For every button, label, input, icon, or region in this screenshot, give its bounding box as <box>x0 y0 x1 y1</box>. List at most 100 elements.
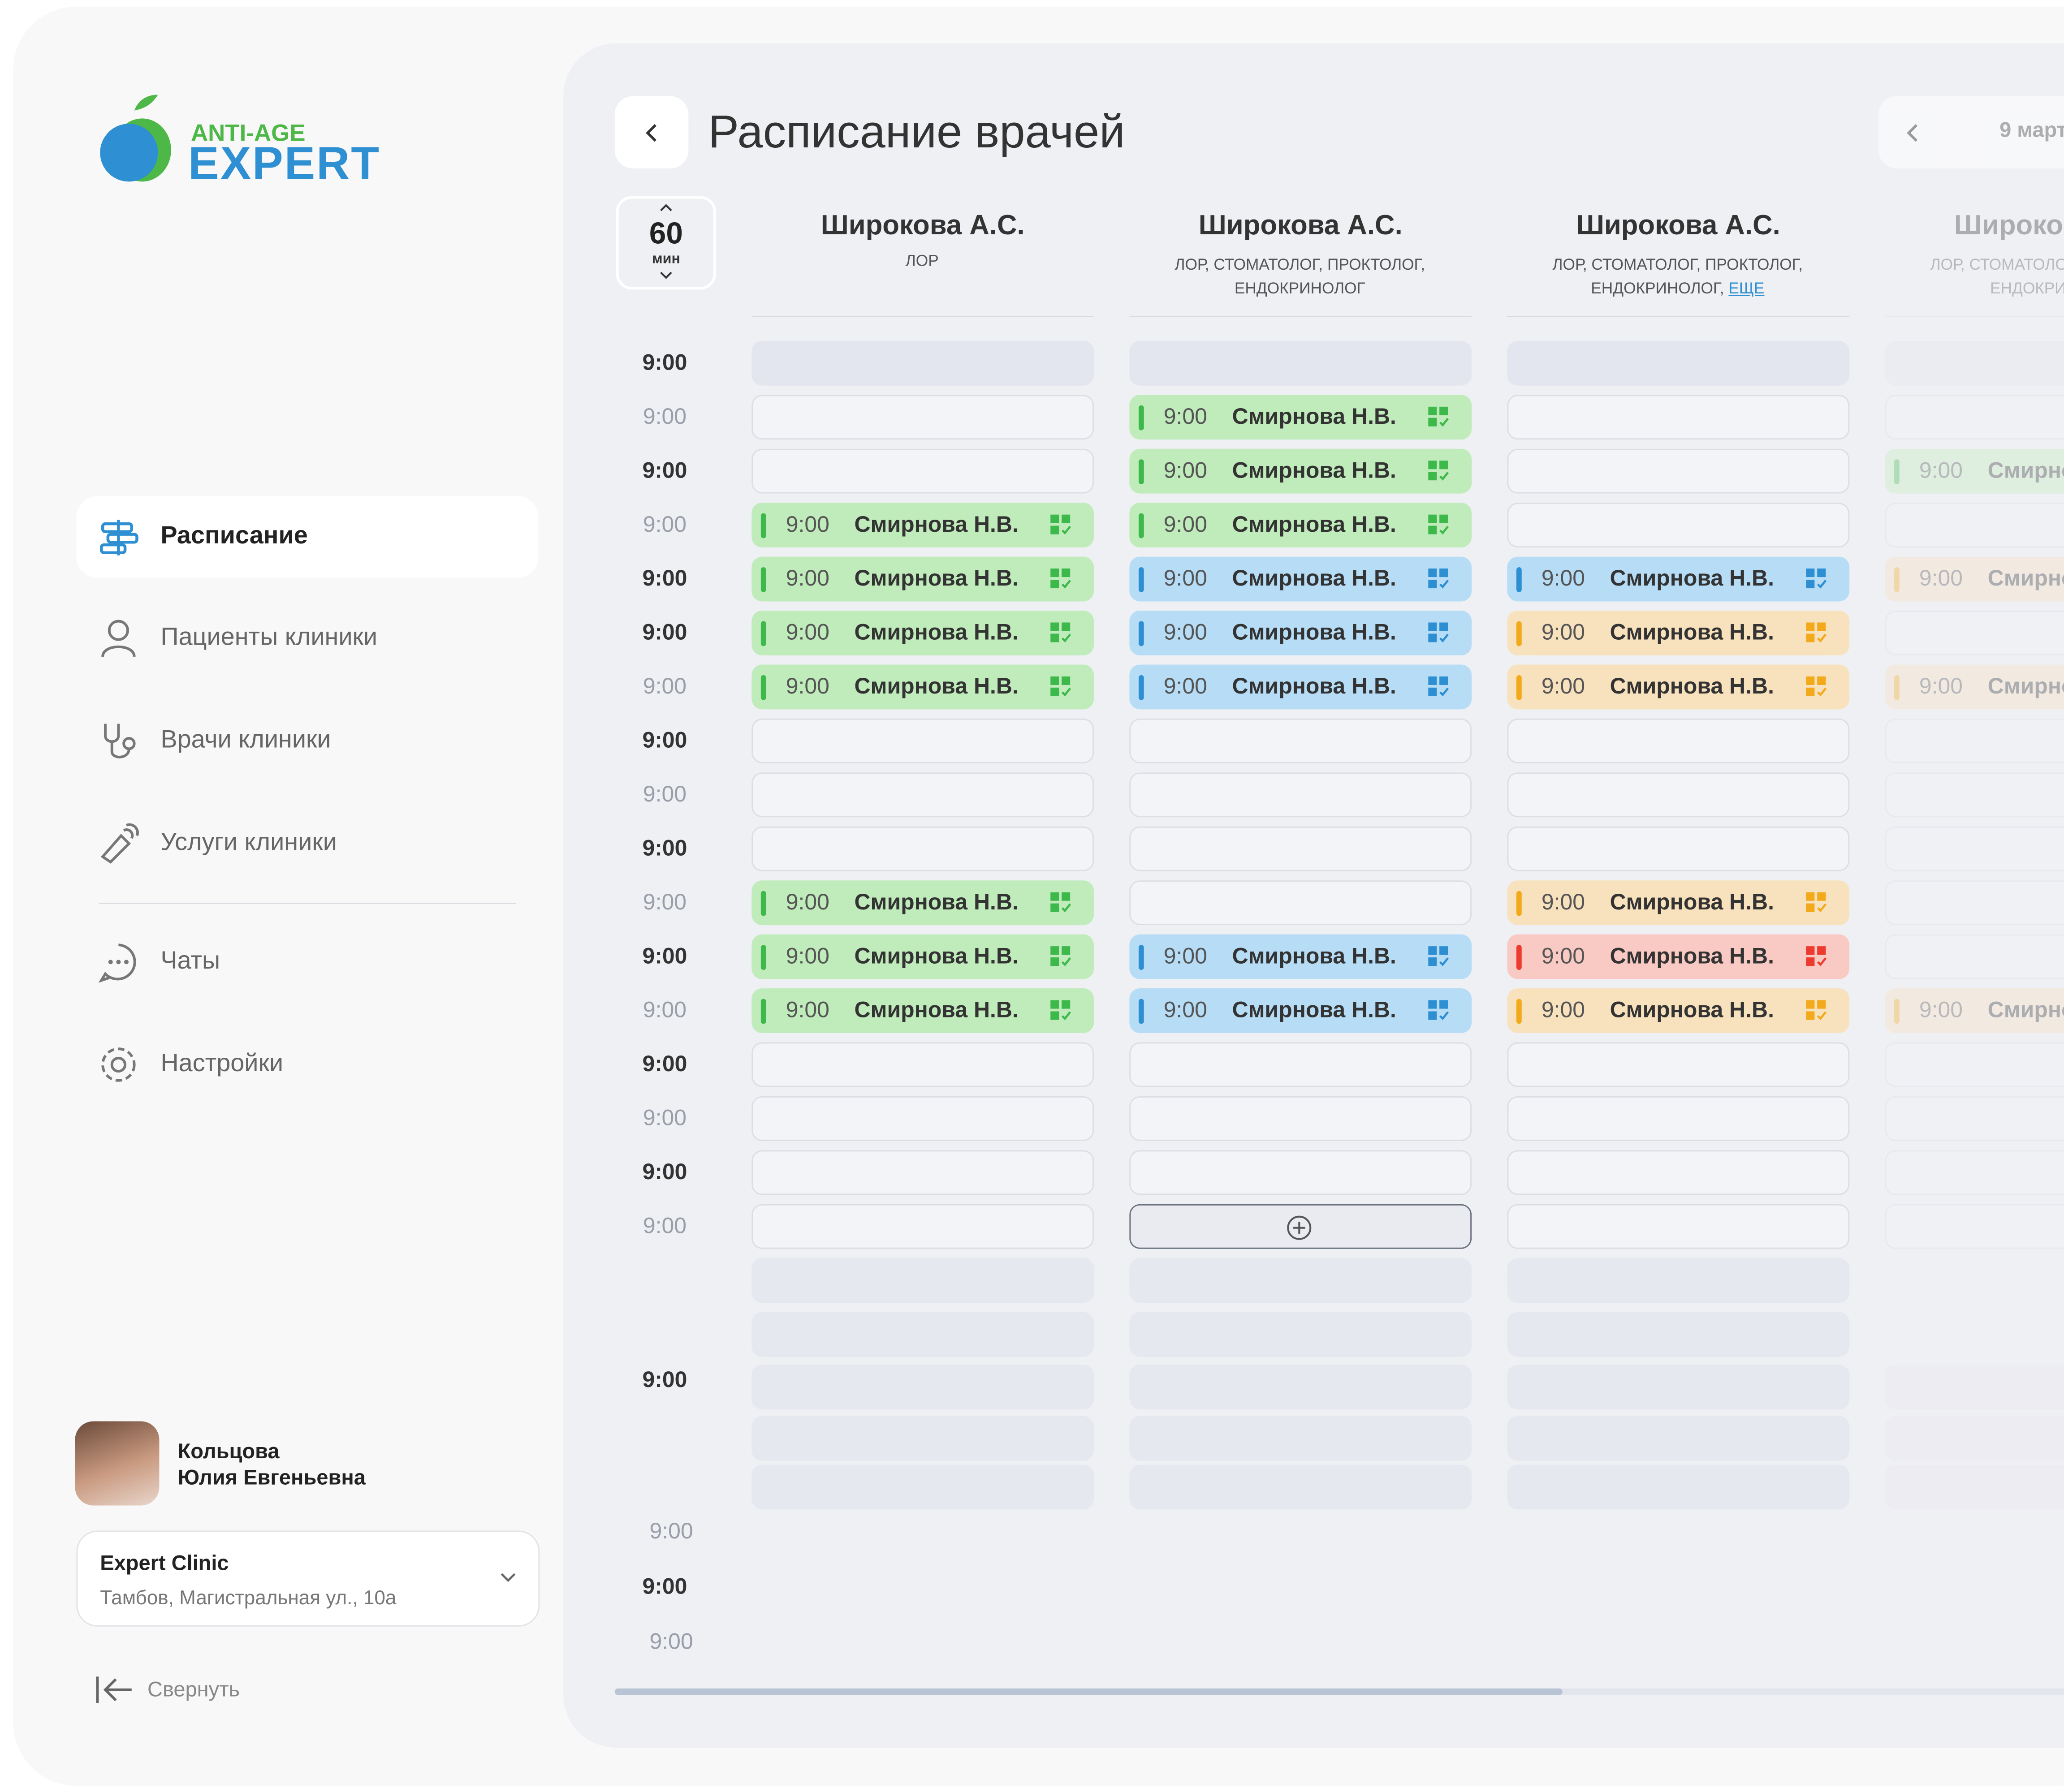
empty-slot[interactable] <box>1507 1042 1850 1087</box>
appointment[interactable]: 9:00 Смирнова Н.В. <box>1129 395 1472 440</box>
nav-item[interactable]: Настройки <box>76 1024 538 1105</box>
appointment[interactable]: 9:00 Смирнова Н.В. <box>1129 611 1472 655</box>
more-link[interactable]: ЕЩЕ <box>1728 279 1765 297</box>
skeleton-row <box>1129 1312 1472 1357</box>
empty-slot[interactable] <box>1885 880 2064 926</box>
appointment[interactable]: 9:00 Смирнова Н.В. <box>751 880 1094 926</box>
appointment[interactable]: 9:00 Смирнова Н.В. <box>751 503 1094 547</box>
appointment[interactable]: 9:00 Смирнова Н.В. <box>1507 664 1850 710</box>
appointment[interactable]: 9:00 Смирнова Н.В. <box>1507 934 1850 979</box>
empty-slot[interactable] <box>751 448 1094 494</box>
time-label: 9:00 <box>643 997 687 1023</box>
time-label: 9:00 <box>642 1367 687 1392</box>
appointment[interactable]: 9:00 Смирнова Н.В. <box>1129 448 1472 494</box>
appointment-icon <box>1050 1000 1071 1021</box>
grid-icon <box>1050 946 1071 966</box>
empty-slot[interactable] <box>1129 826 1472 871</box>
empty-slot[interactable] <box>1507 772 1850 818</box>
appointment-icon <box>1428 622 1449 643</box>
empty-slot[interactable] <box>751 772 1094 818</box>
appointment-time: 9:00 <box>1541 889 1585 915</box>
empty-slot[interactable] <box>1507 395 1850 440</box>
appointment[interactable]: 9:00 Смирнова Н.В. <box>1129 664 1472 710</box>
skeleton-row <box>751 1312 1094 1357</box>
appointment[interactable]: 9:00 Смирнова Н.В. <box>751 664 1094 710</box>
grid-icon <box>1050 622 1071 643</box>
empty-slot[interactable] <box>1507 718 1850 763</box>
nav-item[interactable]: Расписание <box>76 496 539 578</box>
empty-slot[interactable] <box>1507 1204 1850 1249</box>
empty-slot[interactable] <box>1507 1150 1850 1195</box>
interval-picker[interactable]: 60 мин <box>616 196 716 290</box>
empty-slot[interactable] <box>1507 1096 1850 1141</box>
time-label: 9:00 <box>643 1105 687 1131</box>
empty-slot[interactable] <box>1129 880 1472 926</box>
nav-label: Врачи клиники <box>160 726 331 754</box>
empty-slot[interactable] <box>1885 1042 2064 1087</box>
empty-slot[interactable] <box>1885 1204 2064 1249</box>
appointment[interactable]: 9:00 Смирнова Н.В. <box>1129 503 1472 547</box>
appointment[interactable]: 9:00 Смирнова Н.В. <box>1885 448 2064 494</box>
empty-slot[interactable] <box>1885 772 2064 818</box>
nav-item[interactable]: Услуги клиники <box>76 803 538 884</box>
appointment-patient: Смирнова Н.В. <box>1610 674 1775 699</box>
appointment[interactable]: 9:00 Смирнова Н.В. <box>1129 934 1472 979</box>
empty-slot[interactable] <box>751 395 1094 440</box>
nav-item[interactable]: Врачи клиники <box>76 700 538 782</box>
empty-slot[interactable] <box>751 1150 1094 1195</box>
empty-slot[interactable] <box>751 1096 1094 1141</box>
status-bar <box>760 945 766 970</box>
appointment[interactable]: 9:00 Смирнова Н.В. <box>1885 556 2064 602</box>
status-bar <box>1516 945 1522 970</box>
empty-slot[interactable] <box>1129 1042 1472 1087</box>
empty-slot[interactable] <box>751 1204 1094 1249</box>
appointment[interactable]: 9:00 Смирнова Н.В. <box>1507 988 1850 1033</box>
empty-slot[interactable] <box>1129 718 1472 763</box>
appointment[interactable]: 9:00 Смирнова Н.В. <box>1885 988 2064 1033</box>
clinic-selector[interactable]: Expert Clinic Тамбов, Магистральная ул.,… <box>76 1530 540 1627</box>
appointment[interactable]: 9:00 Смирнова Н.В. <box>751 988 1094 1033</box>
appointment-time: 9:00 <box>786 512 829 537</box>
empty-slot[interactable] <box>1507 503 1850 547</box>
appointment-icon <box>1806 676 1827 698</box>
appointment[interactable]: 9:00 Смирнова Н.В. <box>751 934 1094 979</box>
empty-slot[interactable] <box>1507 826 1850 871</box>
appointment-patient: Смирнова Н.В. <box>1610 620 1775 645</box>
empty-slot[interactable] <box>1129 1096 1472 1141</box>
empty-slot[interactable] <box>1885 826 2064 871</box>
empty-slot[interactable] <box>751 1042 1094 1087</box>
appointment[interactable]: 9:00 Смирнова Н.В. <box>1507 611 1850 655</box>
appointment[interactable]: 9:00 Смирнова Н.В. <box>751 556 1094 602</box>
status-bar <box>760 675 766 700</box>
add-appointment-button[interactable] <box>1129 1204 1472 1249</box>
empty-slot[interactable] <box>1885 934 2064 979</box>
scroll-thumb[interactable] <box>614 1688 1563 1695</box>
appointment[interactable]: 9:00 Смирнова Н.В. <box>1885 664 2064 710</box>
appointment[interactable]: 9:00 Смирнова Н.В. <box>1507 880 1850 926</box>
empty-slot[interactable] <box>1885 503 2064 547</box>
nav-item[interactable]: Чаты <box>76 921 538 1003</box>
appointment-patient: Смирнова Н.В. <box>1610 566 1775 591</box>
empty-slot[interactable] <box>1885 1096 2064 1141</box>
appointment-time: 9:00 <box>786 620 829 645</box>
appointment[interactable]: 9:00 Смирнова Н.В. <box>1129 556 1472 602</box>
empty-slot[interactable] <box>1885 718 2064 763</box>
empty-slot[interactable] <box>1885 395 2064 440</box>
nav-item[interactable]: Пациенты клиники <box>76 598 538 679</box>
collapse-button[interactable]: Свернуть <box>147 1679 240 1702</box>
empty-slot[interactable] <box>1885 1150 2064 1195</box>
empty-slot[interactable] <box>1885 611 2064 655</box>
appointment-patient: Смирнова Н.В. <box>854 620 1019 645</box>
empty-slot[interactable] <box>751 826 1094 871</box>
status-bar <box>760 567 766 592</box>
appointment[interactable]: 9:00 Смирнова Н.В. <box>1129 988 1472 1033</box>
date-picker[interactable]: 9 март <box>1878 96 2064 168</box>
appointment[interactable]: 9:00 Смирнова Н.В. <box>751 611 1094 655</box>
logo-icon <box>100 95 171 182</box>
empty-slot[interactable] <box>1507 448 1850 494</box>
empty-slot[interactable] <box>1129 1150 1472 1195</box>
empty-slot[interactable] <box>1129 772 1472 818</box>
appointment[interactable]: 9:00 Смирнова Н.В. <box>1507 556 1850 602</box>
empty-slot[interactable] <box>751 718 1094 763</box>
back-button[interactable] <box>614 96 689 168</box>
